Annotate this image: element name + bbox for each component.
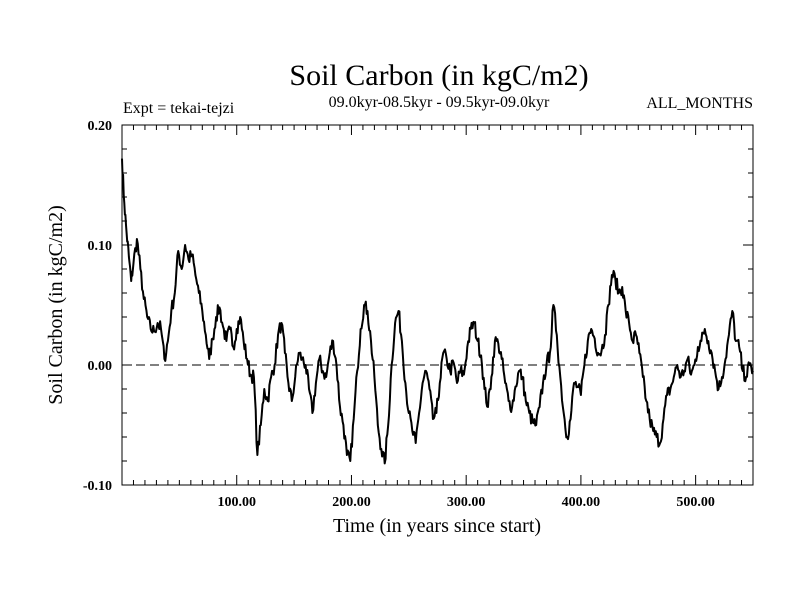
x-tick-label: 400.00 — [562, 495, 601, 510]
y-tick-label: 0.00 — [88, 359, 113, 374]
soil-carbon-series-line — [121, 158, 754, 465]
x-tick-label: 500.00 — [676, 495, 715, 510]
chart-title: Soil Carbon (in kgC/m2) — [289, 59, 588, 92]
chart-subtitle: 09.0kyr-08.5kyr - 09.5kyr-09.0kyr — [329, 94, 550, 111]
y-tick-label: 0.20 — [88, 119, 113, 134]
tick-labels: 100.00 200.00 300.00 400.00 500.00 -0.10 0.00 0… — [83, 119, 715, 510]
y-axis-title: Soil Carbon (in kgC/m2) — [45, 205, 67, 404]
plot-frame — [121, 124, 754, 486]
x-tick-label: 100.00 — [217, 495, 256, 510]
x-tick-label: 200.00 — [332, 495, 371, 510]
tick-marks — [122, 125, 753, 485]
x-tick-label: 300.00 — [447, 495, 486, 510]
y-tick-label: -0.10 — [83, 479, 112, 494]
y-tick-label: 0.10 — [88, 239, 113, 254]
months-label: ALL_MONTHS — [646, 95, 753, 112]
experiment-label: Expt = tekai-tejzi — [123, 100, 235, 117]
x-axis-title: Time (in years since start) — [333, 515, 541, 537]
